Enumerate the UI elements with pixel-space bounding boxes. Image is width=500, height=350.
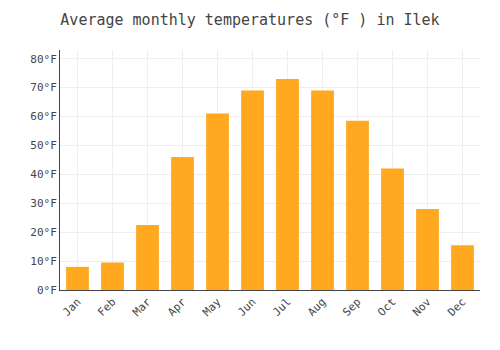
svg-text:Feb: Feb	[95, 296, 118, 319]
svg-text:60°F: 60°F	[30, 110, 57, 123]
svg-text:Dec: Dec	[445, 296, 468, 319]
svg-text:Jul: Jul	[270, 296, 293, 319]
svg-text:20°F: 20°F	[30, 226, 57, 239]
svg-text:50°F: 50°F	[30, 139, 57, 152]
svg-text:May: May	[200, 295, 224, 319]
svg-text:Average monthly temperatures (: Average monthly temperatures (°F ) in Il…	[60, 11, 439, 29]
svg-text:70°F: 70°F	[30, 81, 57, 94]
svg-text:Jan: Jan	[60, 296, 83, 319]
svg-text:80°F: 80°F	[30, 53, 57, 66]
svg-text:0°F: 0°F	[37, 284, 57, 297]
svg-text:40°F: 40°F	[30, 168, 57, 181]
svg-text:10°F: 10°F	[30, 255, 57, 268]
svg-text:Apr: Apr	[165, 295, 189, 319]
svg-text:Oct: Oct	[375, 296, 398, 319]
svg-text:Mar: Mar	[130, 295, 154, 319]
svg-text:Nov: Nov	[410, 295, 434, 319]
svg-text:Aug: Aug	[305, 296, 328, 319]
svg-text:Jun: Jun	[235, 296, 258, 319]
svg-text:Sep: Sep	[340, 296, 363, 319]
svg-text:30°F: 30°F	[30, 197, 57, 210]
